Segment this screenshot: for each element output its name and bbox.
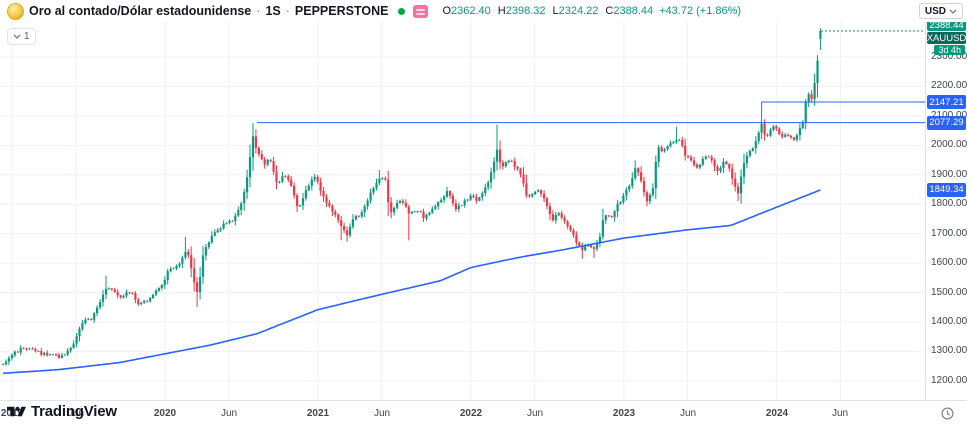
price-tick-label: 1600.00: [931, 257, 967, 269]
ohlc-close: C2388.44: [605, 5, 654, 17]
broker-logo-icon: [413, 4, 429, 18]
market-status-icon: [398, 7, 406, 15]
indicator-count: 1: [24, 31, 30, 42]
level-price-badge: 2077.29: [927, 115, 966, 130]
price-tick-label: 2200.00: [931, 80, 967, 92]
price-tick-label: 2000.00: [931, 139, 967, 151]
time-tick-label: 2022: [459, 408, 483, 419]
ohlc-open: O2362.40: [442, 5, 491, 17]
ohlc-values: O2362.40 H2398.32 L2324.22 C2388.44: [442, 5, 653, 17]
time-tick-label: Jun: [373, 408, 391, 419]
price-tick-label: 1900.00: [931, 168, 967, 180]
time-tick-label: Jun: [67, 408, 85, 419]
chart-header: Oro al contado/Dólar estadounidense · 1S…: [0, 0, 967, 22]
down-candle-bodies: [16, 94, 813, 358]
last-price-badge: 2388.44: [927, 19, 966, 31]
price-tick-label: 2100.00: [931, 110, 967, 121]
up-candle-bodies: [1, 31, 822, 365]
separator-dot: ·: [285, 4, 290, 18]
time-tick-label: 2021: [306, 408, 330, 419]
time-tick-label: Jun: [831, 408, 849, 419]
price-tick-label: 1800.00: [931, 198, 967, 210]
chart-region: 1 2300.00 2200.00 2100.00 2000.00 1900.00 180…: [0, 19, 967, 426]
tradingview-mark-icon: [7, 406, 26, 416]
ohlc-low: L2324.22: [552, 5, 599, 17]
time-tick-label: 2023: [612, 408, 636, 419]
ohlc-high: H2398.32: [497, 5, 546, 17]
up-candle-wicks: [2, 28, 821, 366]
tradingview-wordmark: TradingView: [31, 403, 117, 420]
symbol-title[interactable]: Oro al contado/Dólar estadounidense: [29, 4, 252, 18]
price-tick-label: 2300.00: [931, 51, 967, 63]
candlestick-chart[interactable]: [0, 22, 925, 400]
price-axis[interactable]: 2300.00 2200.00 2100.00 2000.00 1900.00 1800.…: [925, 19, 967, 400]
down-candle-wicks: [17, 90, 813, 359]
gold-symbol-icon: [7, 2, 24, 20]
interval-label[interactable]: 1S: [265, 4, 281, 18]
time-tick-label: 2020: [153, 408, 177, 419]
symbol-name-badge: XAUUSD: [926, 32, 967, 44]
time-tick-label: 2024: [765, 408, 789, 419]
price-tick-label: 1400.00: [931, 315, 967, 327]
tradingview-logo[interactable]: TradingView: [7, 403, 117, 420]
change-value: +43.72 (+1.86%): [659, 5, 742, 17]
price-tick-label: 1300.00: [931, 345, 967, 357]
currency-toggle-button[interactable]: USD: [918, 3, 963, 19]
time-tick-label: Jun: [679, 408, 697, 419]
bar-countdown-badge: 3d 4h: [934, 45, 965, 55]
time-axis[interactable]: 2019Jun2020Jun2021Jun2022Jun2023Jun2024J…: [0, 400, 967, 426]
legend-collapse-button[interactable]: 1: [7, 28, 36, 45]
time-tick-label: Jun: [526, 408, 544, 419]
price-tick-label: 1200.00: [931, 374, 967, 386]
price-tick-label: 1700.00: [931, 227, 967, 239]
separator-dot: ·: [256, 4, 261, 18]
chevron-down-icon: [949, 9, 957, 14]
level-price-badge: 1849.34: [927, 182, 966, 197]
chevron-down-icon: [13, 34, 21, 39]
grid-lines: [0, 22, 925, 400]
timezone-clock-icon[interactable]: [941, 407, 954, 420]
moving-average-line[interactable]: [3, 189, 821, 375]
exchange-label: PEPPERSTONE: [294, 4, 389, 18]
level-price-badge: 2147.21: [927, 95, 966, 109]
currency-label: USD: [924, 5, 946, 17]
price-tick-label: 1500.00: [931, 286, 967, 298]
time-tick-label: Jun: [220, 408, 238, 419]
